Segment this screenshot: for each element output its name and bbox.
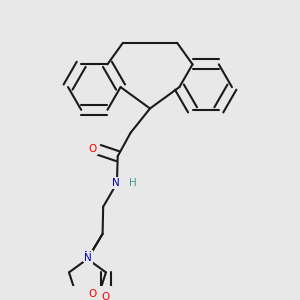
Text: N: N [112,178,119,188]
Text: H: H [129,178,136,188]
Text: H: H [129,178,136,188]
Text: N: N [112,178,119,188]
Text: O: O [102,292,110,300]
Text: O: O [88,289,97,299]
Text: O: O [89,144,97,154]
Text: N: N [84,251,92,261]
Text: O: O [89,144,97,154]
Text: N: N [85,253,92,263]
